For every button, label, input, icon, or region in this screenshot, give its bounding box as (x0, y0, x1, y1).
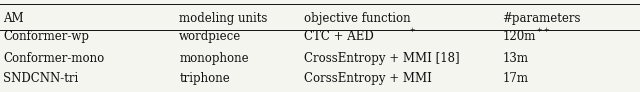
Text: SNDCNN-tri: SNDCNN-tri (3, 72, 79, 85)
Text: monophone: monophone (179, 52, 249, 65)
Text: Conformer-wp: Conformer-wp (3, 30, 89, 44)
Text: Conformer-mono: Conformer-mono (3, 52, 104, 65)
Text: 120m: 120m (502, 30, 536, 44)
Text: CorssEntropy + MMI: CorssEntropy + MMI (304, 72, 432, 85)
Text: modeling units: modeling units (179, 12, 268, 25)
Text: $^{++}$: $^{++}$ (536, 28, 550, 37)
Text: 17m: 17m (502, 72, 529, 85)
Text: AM: AM (3, 12, 24, 25)
Text: objective function: objective function (304, 12, 411, 25)
Text: CTC + AED: CTC + AED (304, 30, 374, 44)
Text: CrossEntropy + MMI [18]: CrossEntropy + MMI [18] (304, 52, 460, 65)
Text: 13m: 13m (502, 52, 529, 65)
Text: wordpiece: wordpiece (179, 30, 241, 44)
Text: triphone: triphone (179, 72, 230, 85)
Text: $^+$: $^+$ (408, 28, 416, 37)
Text: #parameters: #parameters (502, 12, 581, 25)
